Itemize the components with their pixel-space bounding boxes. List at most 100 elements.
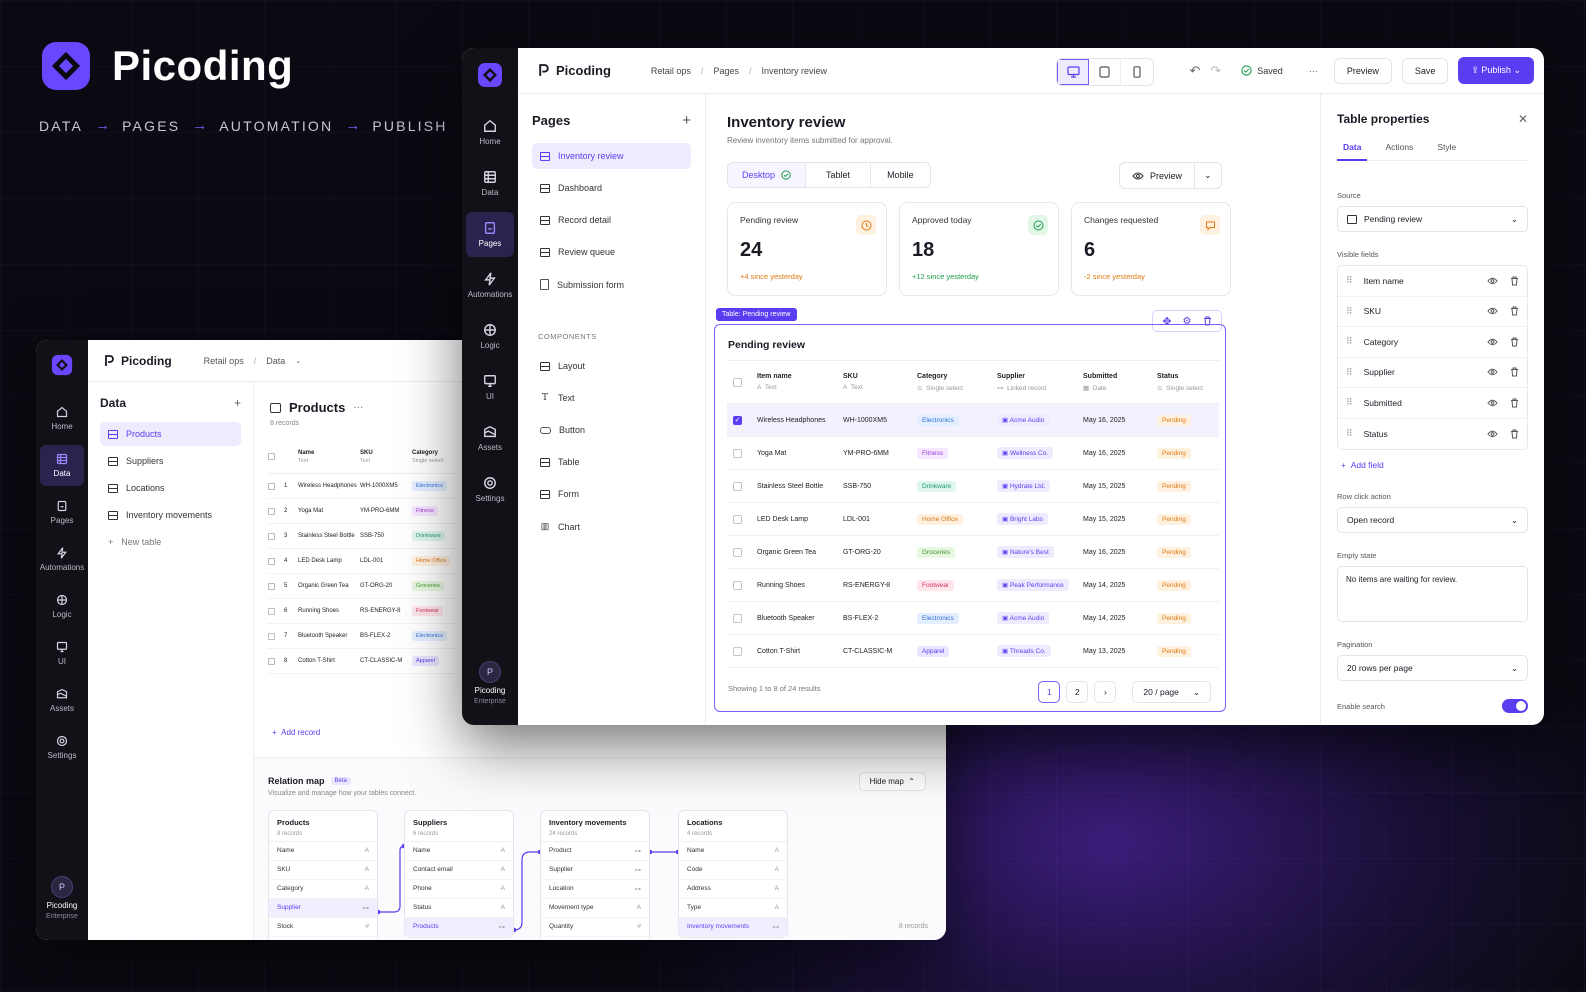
col-submitted[interactable]: Submitted ▦ Date	[1083, 372, 1118, 392]
rail-item-logic[interactable]: Logic	[40, 586, 84, 627]
sidebar-item-text[interactable]: T Text	[532, 385, 691, 411]
cell-status[interactable]: Pending	[1157, 447, 1219, 459]
row-checkbox[interactable]	[268, 507, 275, 515]
visible-field-status[interactable]: ⠿ Status	[1338, 419, 1527, 450]
pending-review-table-component[interactable]: Pending review Item name A Text SKU A Text C…	[714, 324, 1226, 712]
card-field[interactable]: Product ⊶	[541, 842, 649, 861]
card-field[interactable]: Moved at▦	[541, 937, 649, 940]
table-row[interactable]: Stainless Steel Bottle SSB-750 Drinkware ▣ …	[727, 470, 1219, 503]
cell-sku[interactable]: RS-ENERGY-8	[360, 608, 401, 614]
cell-status[interactable]: Pending	[1157, 579, 1219, 591]
cell-name[interactable]: Stainless Steel Bottle	[298, 533, 355, 539]
card-field[interactable]: Quantity #	[541, 918, 649, 937]
tab-desktop[interactable]: Desktop	[728, 163, 807, 187]
trash-icon[interactable]	[1198, 314, 1216, 328]
rail-item-settings[interactable]: Settings	[466, 467, 514, 512]
publish-button[interactable]: ⇪ Publish ⌄	[1458, 57, 1534, 84]
visible-field-submitted[interactable]: ⠿ Submitted	[1338, 388, 1527, 419]
cell-status[interactable]: Pending	[1157, 513, 1219, 525]
sidebar-item-review-queue[interactable]: Review queue	[532, 239, 691, 265]
rail-item-assets[interactable]: Assets	[466, 416, 514, 461]
cell-supplier[interactable]: ▣ Nature's Best	[997, 546, 1083, 558]
cell-item-name[interactable]: Wireless Headphones	[757, 416, 826, 424]
drag-handle-icon[interactable]: ⠿	[1346, 366, 1353, 377]
select-all-checkbox[interactable]	[733, 377, 742, 387]
row-checkbox[interactable]	[733, 514, 742, 524]
rail-item-home[interactable]: Home	[40, 398, 84, 439]
cell-category[interactable]: Electronics	[917, 612, 997, 624]
visible-field-category[interactable]: ⠿ Category	[1338, 327, 1527, 358]
card-field[interactable]: Name A	[405, 842, 513, 861]
sidebar-item-products[interactable]: Products	[100, 422, 241, 446]
canvas-preview-button[interactable]: Preview	[1120, 163, 1194, 188]
chevron-down-icon[interactable]: ⌄	[295, 357, 302, 365]
cell-sku[interactable]: BS-FLEX-2	[843, 614, 879, 622]
source-select[interactable]: Pending review ⌄	[1337, 206, 1528, 232]
cell-category[interactable]: Home Office	[917, 513, 997, 525]
table-row[interactable]: 5 Organic Green Tea GT-ORG-20 Groceries	[268, 574, 458, 599]
cell-category[interactable]: Apparel	[412, 656, 458, 666]
stat-card-pending-review[interactable]: Pending review 24 +4 since yesterday	[727, 202, 887, 296]
cell-sku[interactable]: CT-CLASSIC-M	[843, 647, 893, 655]
sidebar-item-table[interactable]: Table	[532, 449, 691, 475]
breadcrumb-pages[interactable]: Pages	[713, 65, 739, 76]
card-field[interactable]: Inventory movements ⊶	[679, 918, 787, 937]
table-row[interactable]: 7 Bluetooth Speaker BS-FLEX-2 Electronics	[268, 624, 458, 649]
drag-handle-icon[interactable]: ⠿	[1346, 275, 1353, 286]
redo-icon[interactable]: ↷	[1210, 62, 1222, 78]
table-row[interactable]: Bluetooth Speaker BS-FLEX-2 Electronics ▣ A…	[727, 602, 1219, 635]
more-icon[interactable]: ···	[1308, 65, 1318, 76]
tablet-view-button[interactable]	[1089, 59, 1121, 85]
row-checkbox[interactable]	[268, 532, 275, 540]
col-sku[interactable]: SKU A Text	[843, 373, 863, 391]
card-field[interactable]: Name A	[269, 842, 377, 861]
relation-card-suppliers[interactable]: Suppliers 6 records Name A Contact email A Pho…	[404, 810, 514, 938]
chevron-down-icon[interactable]: ⌄	[1194, 163, 1221, 188]
sidebar-item-submission-form[interactable]: Submission form	[532, 271, 691, 298]
table-row[interactable]: LED Desk Lamp LDL-001 Home Office ▣ Bright …	[727, 503, 1219, 536]
eye-icon[interactable]	[1487, 277, 1498, 285]
drag-handle-icon[interactable]: ⠿	[1346, 305, 1353, 316]
relation-card-locations[interactable]: Locations 4 records Name A Code A Address A Type…	[678, 810, 788, 938]
desktop-view-button[interactable]	[1057, 59, 1089, 85]
row-checkbox[interactable]	[733, 646, 742, 656]
cell-sku[interactable]: GT-ORG-20	[843, 548, 881, 556]
sidebar-item-record-detail[interactable]: Record detail	[532, 207, 691, 233]
sidebar-item-inventory-movements[interactable]: Inventory movements	[100, 503, 241, 527]
cell-category[interactable]: Drinkware	[917, 480, 997, 492]
cell-sku[interactable]: LDL-001	[360, 558, 384, 564]
col-category[interactable]: Category ⊙ Single select	[917, 372, 963, 392]
enable-search-toggle[interactable]	[1502, 699, 1528, 713]
rail-item-data[interactable]: Data	[466, 161, 514, 206]
cell-item-name[interactable]: Cotton T-Shirt	[757, 647, 801, 655]
cell-name[interactable]: Bluetooth Speaker	[298, 633, 348, 639]
col-name[interactable]: Name Text	[298, 449, 315, 464]
cell-item-name[interactable]: Organic Green Tea	[757, 548, 817, 556]
rail-item-settings[interactable]: Settings	[40, 727, 84, 768]
page-1-button[interactable]: 1	[1038, 681, 1061, 703]
cell-sku[interactable]: CT-CLASSIC-M	[360, 658, 403, 664]
add-field-button[interactable]: + Add field	[1341, 460, 1384, 470]
table-row[interactable]: Yoga Mat YM-PRO-6MM Fitness ▣ Wellness Co. M…	[727, 437, 1219, 470]
sidebar-item-inventory-review[interactable]: Inventory review	[532, 143, 691, 169]
save-button[interactable]: Save	[1401, 57, 1449, 84]
cell-category[interactable]: Electronics	[917, 414, 997, 426]
cell-status[interactable]: Pending	[1157, 414, 1219, 426]
cell-category[interactable]: Home Office	[412, 556, 458, 566]
card-field[interactable]: Name A	[679, 842, 787, 861]
row-checkbox[interactable]	[268, 582, 275, 590]
table-row[interactable]: Cotton T-Shirt CT-CLASSIC-M Apparel ▣ Threa…	[727, 635, 1219, 668]
page-2-button[interactable]: 2	[1066, 681, 1089, 703]
next-page-button[interactable]: ›	[1094, 681, 1117, 703]
cell-category[interactable]: Fitness	[412, 506, 458, 516]
rail-item-assets[interactable]: Assets	[40, 680, 84, 721]
cell-supplier[interactable]: ▣ Acme Audio	[997, 414, 1083, 426]
trash-icon[interactable]	[1510, 367, 1519, 377]
cell-status[interactable]: Pending	[1157, 612, 1219, 624]
cell-sku[interactable]: YM-PRO-6MM	[843, 449, 889, 457]
cell-sku[interactable]: RS-ENERGY-8	[843, 581, 891, 589]
row-click-select[interactable]: Open record ⌄	[1337, 507, 1528, 533]
breadcrumb-workspace[interactable]: Retail ops	[203, 355, 244, 366]
card-field[interactable]: Stock #	[269, 918, 377, 937]
row-checkbox[interactable]	[268, 657, 275, 665]
